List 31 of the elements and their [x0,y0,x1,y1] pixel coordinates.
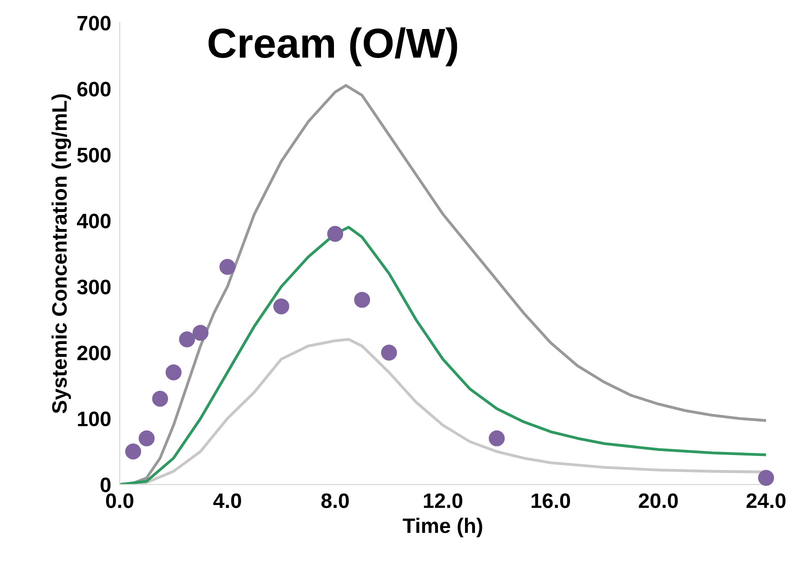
point [758,470,774,486]
point [138,430,155,446]
y-tick-label: 700 [78,16,111,31]
point [125,444,142,460]
y-tick-label: 500 [77,148,111,162]
y-tick-label: 600 [77,82,111,97]
point [166,364,182,380]
point [327,226,344,242]
x-tick-label: 12.0 [424,493,462,508]
y-tick-label: 400 [76,214,111,228]
x-tick-label: 0.0 [106,493,134,508]
y-tick-label: 200 [77,346,111,360]
point [192,324,208,341]
x-tick-label: 16.0 [532,493,570,508]
chart-title: Cream (O/W) [208,27,458,66]
point [354,292,370,308]
y-axis-title: Systemic Concentration (ng/mL) [52,94,72,414]
x-tick-label: 8.0 [321,493,349,508]
y-tick-label: 300 [77,280,111,294]
point [273,298,290,314]
x-axis-title: Time (h) [402,518,482,538]
y-tick-label: 100 [78,412,111,426]
x-tick-label: 20.0 [638,493,678,508]
point [381,344,398,361]
y-tick-label: 0 [100,478,111,492]
x-tick-label: 4.0 [213,493,242,508]
point [152,390,168,407]
point [179,331,196,348]
point [488,430,505,446]
x-tick-label: 24.0 [746,493,786,508]
point [219,258,236,275]
